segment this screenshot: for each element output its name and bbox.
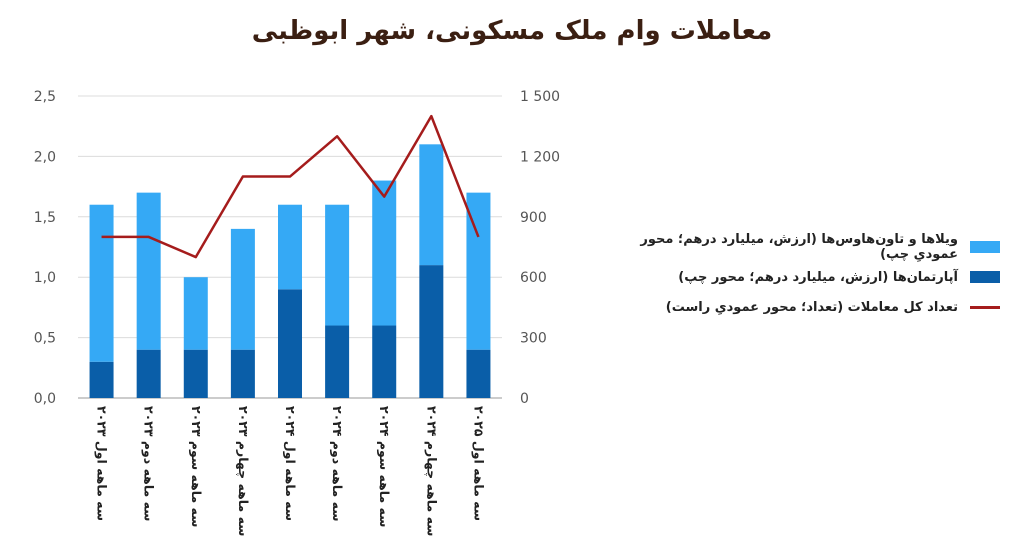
x-tick-label: سه ماهه چهارم ۲۰۲۳ bbox=[235, 406, 251, 536]
x-tick-label: سه ماهه اول ۲۰۲۳ bbox=[95, 406, 110, 521]
bar-apartments bbox=[183, 349, 208, 398]
line-total-transactions bbox=[101, 114, 480, 259]
bar-apartments bbox=[278, 289, 302, 398]
bar-villas bbox=[278, 204, 302, 290]
x-tick-label: سه ماهه دوم ۲۰۲۴ bbox=[329, 406, 345, 522]
bar-villas bbox=[136, 192, 161, 350]
bar-apartments bbox=[325, 325, 350, 398]
legend-swatch-villas bbox=[970, 241, 1000, 253]
legend-label-apartments: آپارتمان‌ها (ارزش، میلیارد درهم؛ محور چپ… bbox=[678, 269, 958, 285]
y-right-tick-label: 1 200 bbox=[520, 149, 560, 165]
y-right-tick-label: 300 bbox=[520, 331, 547, 347]
y-left-tick-label: 1,0 bbox=[34, 270, 56, 286]
legend-item-apartments: آپارتمان‌ها (ارزش، میلیارد درهم؛ محور چپ… bbox=[600, 262, 1000, 292]
y-left-tick-label: 2,5 bbox=[34, 89, 56, 105]
bar-apartments bbox=[466, 349, 491, 398]
bar-apartments bbox=[136, 349, 161, 398]
y-left-tick-label: 2,0 bbox=[34, 149, 56, 165]
axes: 0,0 0 0,5 300 1,0 600 1,5 900 2,0 1 200 2,5 1 500 سه… bbox=[34, 89, 560, 536]
bars bbox=[89, 144, 491, 398]
legend-swatch-transactions bbox=[970, 305, 1000, 309]
chart-title: معاملات وام ملک مسکونی، شهر ابوظبی bbox=[251, 16, 773, 46]
x-tick-label: سه ماهه اول ۲۰۲۴ bbox=[283, 406, 298, 521]
bar-villas bbox=[325, 204, 350, 326]
x-tick-label: سه ماهه اول ۲۰۲۵ bbox=[471, 406, 486, 521]
y-left-tick-label: 1,5 bbox=[34, 210, 56, 226]
bar-apartments bbox=[89, 361, 114, 398]
bar-villas bbox=[183, 277, 208, 350]
x-tick-label: سه ماهه سوم ۲۰۲۴ bbox=[376, 406, 392, 527]
y-right-tick-label: 1 500 bbox=[520, 89, 560, 105]
bar-apartments bbox=[230, 349, 255, 398]
legend: ویلاها و تاون‌هاوس‌ها (ارزش، میلیارد دره… bbox=[600, 232, 1000, 322]
y-right-tick-label: 0 bbox=[520, 391, 529, 407]
legend-label-villas: ویلاها و تاون‌هاوس‌ها (ارزش، میلیارد دره… bbox=[640, 232, 958, 262]
x-tick-label: سه ماهه چهارم ۲۰۲۴ bbox=[423, 406, 439, 536]
bar-villas bbox=[372, 180, 397, 326]
legend-label-transactions: تعداد کل معاملات (تعداد؛ محور عمودیِ راس… bbox=[665, 299, 958, 315]
y-right-tick-label: 600 bbox=[520, 270, 547, 286]
bar-villas bbox=[230, 228, 255, 350]
y-left-tick-label: 0,5 bbox=[34, 331, 56, 347]
bar-villas bbox=[419, 144, 444, 266]
legend-swatch-apartments bbox=[970, 271, 1000, 283]
bar-apartments bbox=[419, 265, 444, 398]
bar-apartments bbox=[372, 325, 397, 398]
bar-villas bbox=[89, 204, 114, 362]
y-left-tick-label: 0,0 bbox=[34, 391, 56, 407]
x-tick-label: سه ماهه سوم ۲۰۲۳ bbox=[188, 406, 204, 527]
legend-item-villas: ویلاها و تاون‌هاوس‌ها (ارزش، میلیارد دره… bbox=[600, 232, 1000, 262]
x-tick-label: سه ماهه دوم ۲۰۲۳ bbox=[141, 406, 157, 522]
y-right-tick-label: 900 bbox=[520, 210, 547, 226]
line-series bbox=[101, 114, 480, 259]
legend-item-transactions: تعداد کل معاملات (تعداد؛ محور عمودیِ راس… bbox=[600, 292, 1000, 322]
